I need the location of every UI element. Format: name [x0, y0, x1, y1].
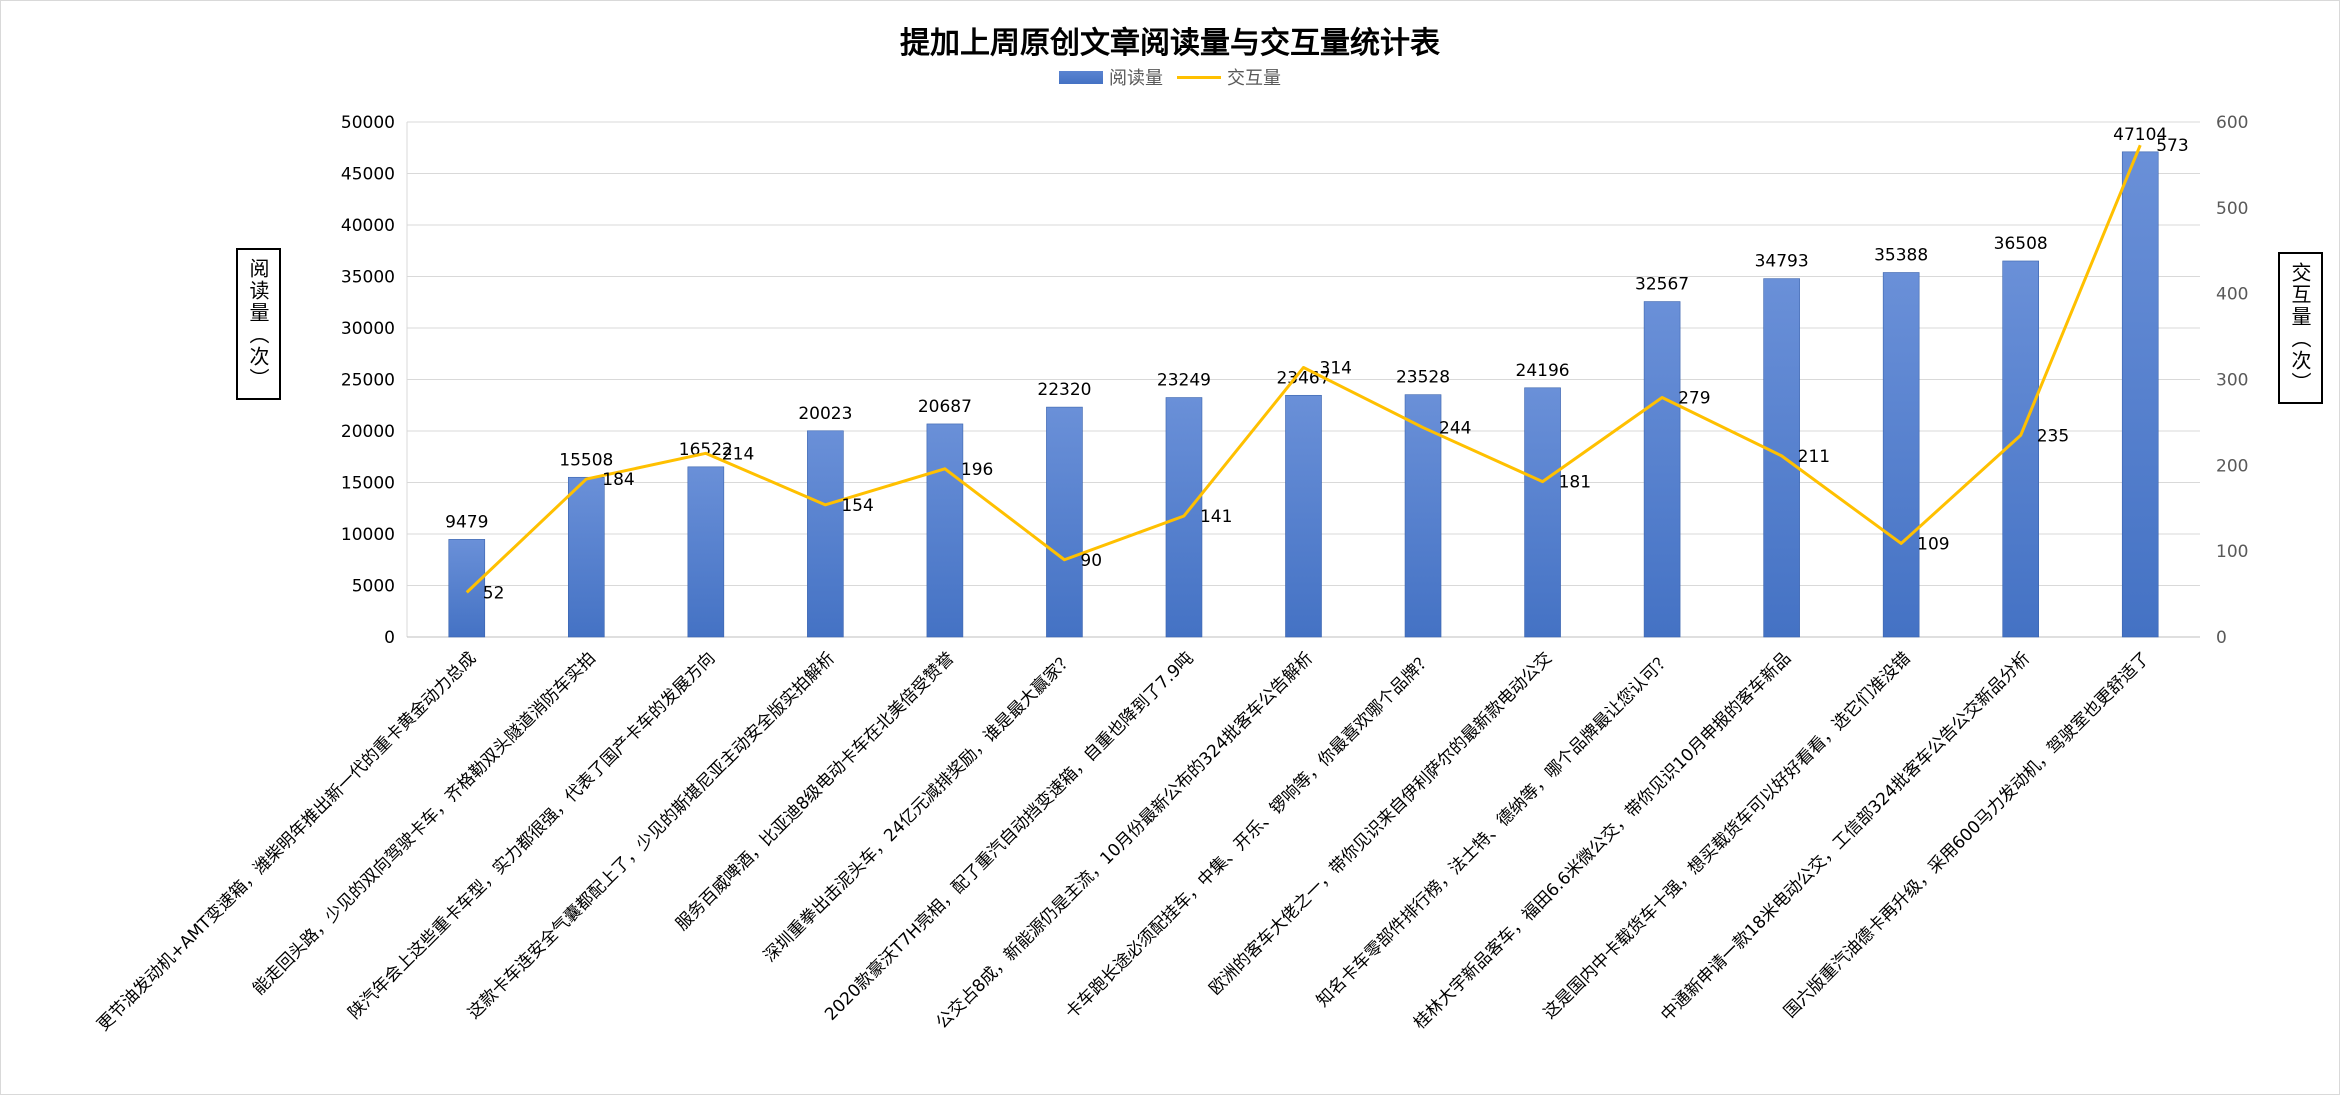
x-tick-label: 服务百威啤酒，比亚迪8级电动卡车在北美倍受赞誉 — [672, 648, 958, 934]
chart-legend: 阅读量 交互量 — [0, 64, 2340, 90]
line-value-label: 184 — [602, 470, 634, 490]
chart-title: 提加上周原创文章阅读量与交互量统计表 — [900, 26, 1440, 61]
line-value-label: 181 — [1559, 473, 1591, 493]
legend-swatch-bar — [1059, 70, 1103, 84]
bar — [2002, 260, 2039, 638]
y2-tick-label: 500 — [2216, 199, 2248, 219]
bar — [2121, 151, 2159, 638]
y-tick-label: 40000 — [341, 216, 395, 236]
line-value-label: 154 — [841, 496, 873, 516]
line-value-label: 573 — [2156, 136, 2188, 156]
bar — [926, 423, 964, 638]
line-value-label: 214 — [722, 444, 754, 464]
y-tick-label: 50000 — [341, 113, 395, 133]
bar-value-label: 20687 — [918, 397, 972, 417]
line-value-label: 279 — [1678, 389, 1710, 409]
bar-value-label: 22320 — [1037, 380, 1091, 400]
y-tick-label: 35000 — [341, 268, 395, 288]
legend-label-line: 交互量 — [1227, 68, 1281, 89]
bar-value-label: 20023 — [798, 404, 852, 424]
x-tick-label: 更节油发动机+AMT变速箱，潍柴明年推出新一代的重卡黄金动力总成 — [94, 648, 481, 1035]
bar — [1404, 394, 1442, 638]
line-series-interaction — [465, 144, 2142, 594]
y2-tick-label: 400 — [2216, 285, 2248, 305]
y-tick-label: 10000 — [341, 525, 395, 545]
bar-value-label: 23249 — [1157, 371, 1211, 391]
bar — [1763, 278, 1800, 638]
y-tick-label: 5000 — [352, 577, 395, 597]
line-value-label: 196 — [961, 460, 993, 480]
y2-tick-label: 0 — [2216, 628, 2227, 648]
y-tick-label: 0 — [384, 628, 395, 648]
line-value-label: 90 — [1080, 551, 1102, 571]
bar — [1524, 387, 1561, 638]
line-value-label: 141 — [1200, 507, 1232, 527]
y-tick-label: 15000 — [341, 474, 395, 494]
bar-value-label: 47104 — [2113, 125, 2167, 145]
bar-value-label: 15508 — [559, 450, 613, 470]
legend-item-line: 交互量 — [1177, 64, 1281, 90]
bar-value-label: 34793 — [1755, 252, 1809, 272]
bar-value-label: 32567 — [1635, 275, 1689, 295]
y2-tick-label: 100 — [2216, 542, 2248, 562]
legend-label-bar: 阅读量 — [1109, 68, 1163, 89]
bar — [1882, 272, 1920, 638]
y2-tick-label: 300 — [2216, 371, 2248, 391]
line-value-label: 314 — [1320, 358, 1352, 378]
bar-value-label: 35388 — [1874, 246, 1928, 266]
y2-tick-label: 600 — [2216, 113, 2248, 133]
y-axis-title: 阅读量（次） — [236, 248, 281, 400]
y-tick-label: 25000 — [341, 371, 395, 391]
y2-axis-title: 交互量（次） — [2278, 252, 2323, 404]
line-value-label: 235 — [2037, 426, 2069, 446]
bar — [687, 466, 725, 638]
legend-item-bar: 阅读量 — [1059, 64, 1163, 90]
line-value-label: 52 — [483, 583, 505, 603]
line-value-label: 109 — [1917, 534, 1949, 554]
legend-swatch-line — [1177, 75, 1221, 79]
bar-value-label: 23528 — [1396, 368, 1450, 388]
bar — [448, 539, 486, 638]
y-tick-label: 20000 — [341, 422, 395, 442]
bar — [567, 476, 605, 638]
bar-value-label: 9479 — [445, 512, 488, 532]
bar — [807, 430, 844, 638]
bar-value-label: 24196 — [1516, 361, 1570, 381]
line-value-label: 211 — [1798, 447, 1830, 467]
y-tick-label: 30000 — [341, 319, 395, 339]
bar-value-label: 36508 — [1994, 234, 2048, 254]
bar — [1643, 301, 1681, 638]
y-tick-label: 45000 — [341, 165, 395, 185]
y2-tick-label: 200 — [2216, 456, 2248, 476]
bar — [1285, 394, 1322, 638]
line-value-label: 244 — [1439, 419, 1471, 439]
bar — [1046, 406, 1083, 638]
